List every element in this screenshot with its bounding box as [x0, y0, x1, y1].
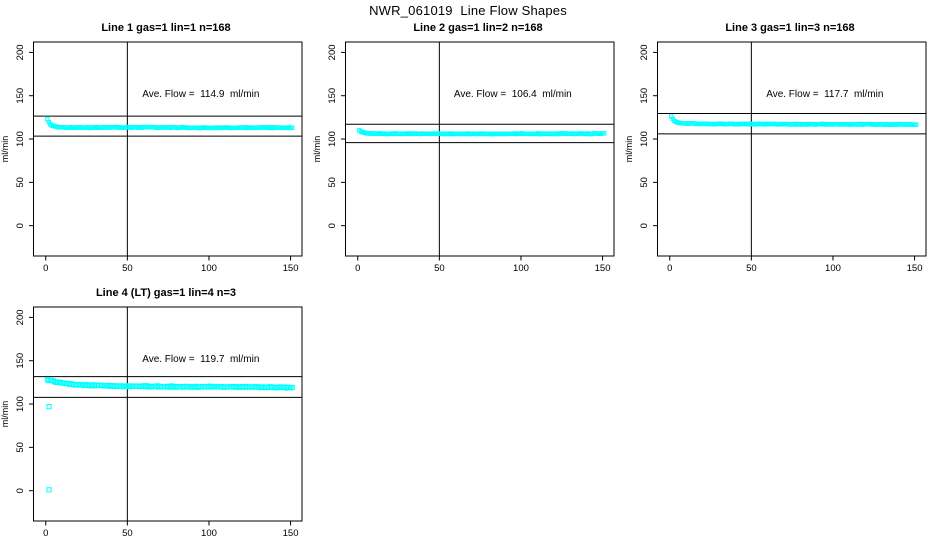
ave-flow-annotation: Ave. Flow = 106.4 ml/min: [453, 88, 572, 100]
x-tick-label: 150: [595, 263, 611, 274]
y-tick-label: 100: [639, 131, 650, 147]
x-tick-label: 150: [283, 263, 299, 274]
flow-data-points: [45, 117, 295, 131]
ave-flow-annotation: Ave. Flow = 114.9 ml/min: [142, 88, 260, 100]
y-tick-label: 50: [327, 177, 338, 188]
x-tick-label: 50: [746, 263, 757, 274]
x-tick-label: 50: [122, 528, 133, 539]
x-tick-label: 0: [667, 263, 672, 274]
flow-data-points: [44, 377, 295, 493]
panel-title: Line 2 gas=1 lin=2 n=168: [413, 22, 543, 34]
x-tick-label: 150: [907, 263, 923, 274]
y-axis-label: ml/min: [312, 136, 322, 163]
y-tick-label: 100: [15, 396, 26, 412]
data-point: [96, 382, 102, 388]
y-tick-label: 0: [15, 223, 26, 228]
plot-box: [345, 41, 615, 257]
panel-title: Line 3 gas=1 lin=3 n=168: [725, 22, 855, 34]
x-tick-label: 0: [43, 263, 48, 274]
y-tick-label: 50: [15, 177, 26, 188]
panel-line-3-plot: 0 50 100 150 0 50 100 150 200 ml/min: [624, 41, 927, 274]
x-tick-label: 100: [201, 263, 217, 274]
data-point: [914, 122, 919, 127]
y-tick-label: 150: [639, 88, 650, 104]
panel-title: Line 4 (LT) gas=1 lin=4 n=3: [95, 287, 237, 299]
x-tick-label: 0: [43, 528, 48, 539]
y-tick-label: 50: [15, 442, 26, 453]
outlier-point: [46, 404, 52, 410]
plot-box: [33, 306, 303, 522]
data-point: [602, 131, 607, 136]
y-tick-label: 200: [327, 44, 338, 60]
y-tick-label: 0: [327, 223, 338, 228]
x-tick-label: 0: [355, 263, 360, 274]
panel-line-1-plot: 0 50 100 150 0 50 100 150 200 ml/min: [0, 41, 303, 274]
plot-box: [657, 41, 927, 257]
flow-data-points: [357, 128, 607, 137]
x-tick-label: 100: [513, 263, 529, 274]
panel-line-2: 0 50 100 150 0 50 100 150 200 ml/min Line 2 gas=1…: [312, 20, 624, 275]
y-tick-label: 0: [639, 223, 650, 228]
y-tick-label: 200: [15, 44, 26, 60]
data-point: [290, 125, 295, 130]
y-tick-label: 100: [15, 131, 26, 147]
outlier-point: [46, 487, 52, 493]
y-tick-label: 200: [639, 44, 650, 60]
x-tick-label: 50: [434, 263, 445, 274]
x-tick-label: 50: [122, 263, 133, 274]
y-tick-label: 200: [15, 309, 26, 325]
ave-flow-annotation: Ave. Flow = 119.7 ml/min: [142, 353, 260, 365]
panel-line-4-lt: 0 50 100 150 0 50 100 150 200 ml/min Line 4 (LT) …: [0, 285, 312, 540]
y-tick-label: 150: [15, 88, 26, 104]
axes: 0 50 100 150 0 50 100 150 200 ml/min: [624, 41, 927, 274]
y-axis-label: ml/min: [624, 136, 634, 163]
y-tick-label: 50: [639, 177, 650, 188]
y-tick-label: 100: [327, 131, 338, 147]
figure-title: NWR_061019 Line Flow Shapes: [369, 3, 567, 18]
panel-line-2-plot: 0 50 100 150 0 50 100 150 200 ml/min: [312, 41, 615, 274]
x-tick-label: 100: [201, 528, 217, 539]
y-axis-label: ml/min: [0, 136, 10, 163]
panel-line-3: 0 50 100 150 0 50 100 150 200 ml/min Line 3 gas=1…: [624, 20, 936, 275]
y-tick-label: 150: [15, 353, 26, 369]
panel-line-4-lt-plot: 0 50 100 150 0 50 100 150 200 ml/min: [0, 306, 303, 539]
y-tick-label: 0: [15, 488, 26, 493]
axes: 0 50 100 150 0 50 100 150 200 ml/min: [0, 41, 303, 274]
panel-title: Line 1 gas=1 lin=1 n=168: [101, 22, 231, 34]
plot-box: [33, 41, 303, 257]
x-tick-label: 100: [825, 263, 841, 274]
flow-data-points: [669, 114, 919, 127]
axes: 0 50 100 150 0 50 100 150 200 ml/min: [0, 306, 303, 539]
y-tick-label: 150: [327, 88, 338, 104]
axes: 0 50 100 150 0 50 100 150 200 ml/min: [312, 41, 615, 274]
data-point: [289, 384, 295, 391]
panel-line-1: 0 50 100 150 0 50 100 150 200 ml/min Line 1 gas=1…: [0, 20, 312, 275]
ave-flow-annotation: Ave. Flow = 117.7 ml/min: [766, 88, 884, 100]
y-axis-label: ml/min: [0, 401, 10, 428]
x-tick-label: 150: [283, 528, 299, 539]
